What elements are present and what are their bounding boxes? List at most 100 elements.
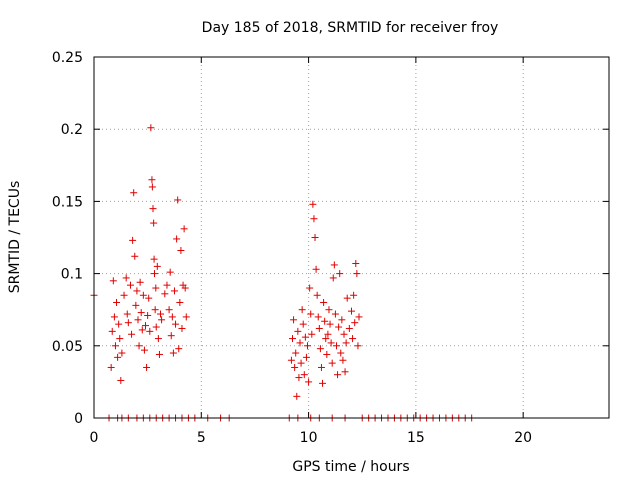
data-point [114,353,122,361]
data-point [307,310,315,318]
data-point [139,291,147,299]
x-axis-label: GPS time / hours [292,459,409,475]
y-tick-label: 0.15 [52,194,83,210]
data-point [291,363,299,371]
data-point [323,350,331,358]
data-point [181,284,189,292]
y-axis: 0 0.05 0.1 0.15 0.2 0.25 [52,50,609,427]
data-point [118,349,126,357]
data-point [335,323,343,331]
data-point [299,320,307,328]
data-point [151,270,159,278]
data-point [173,235,181,243]
data-point [313,291,321,299]
data-point [175,345,183,353]
data-point [117,376,125,384]
data-point [290,316,298,324]
data-point [176,298,184,306]
data-point [168,313,176,321]
data-point [152,323,160,331]
data-point [305,378,313,386]
data-point [340,330,348,338]
data-point [161,290,169,298]
data-point [345,324,353,332]
data-point [129,236,137,244]
data-point [314,313,322,321]
data-point [342,339,350,347]
data-point [154,335,162,343]
x-tick-label: 5 [197,430,206,446]
data-point [158,316,166,324]
data-point [177,246,185,254]
data-point [138,326,146,334]
data-point [136,278,144,286]
x-tick-label: 10 [300,430,318,446]
data-point [146,327,154,335]
data-point [330,261,338,269]
data-point [180,225,188,233]
y-tick-label: 0.2 [61,122,83,138]
data-point [113,298,121,306]
y-tick-label: 0.05 [52,339,83,355]
data-point [296,339,304,347]
data-point [167,332,175,340]
data-point [328,359,336,367]
data-point [150,219,158,227]
data-point [147,124,155,132]
data-point [131,252,139,260]
data-point [153,262,161,270]
data-point [165,306,173,314]
chart-title: Day 185 of 2018, SRMTID for receiver fro… [202,20,499,36]
data-point [349,335,357,343]
data-point [343,294,351,302]
data-point [148,176,156,184]
data-point [322,335,330,343]
data-point [292,349,300,357]
data-point [142,322,149,330]
data-point [128,330,136,338]
data-point [329,274,337,282]
data-point [155,350,163,358]
data-point [151,306,159,314]
data-point [108,327,116,335]
data-point [334,371,342,379]
data-point [115,320,123,328]
data-point [178,324,186,332]
data-point [355,313,363,321]
data-point [317,363,325,371]
data-point [302,353,310,361]
data-point [306,284,314,292]
data-point [351,319,359,327]
data-point [152,284,160,292]
plot-frame [93,56,610,419]
data-point [315,324,323,332]
data-point [134,316,142,324]
data-point [311,234,319,241]
data-point [337,349,345,357]
data-point [352,259,360,267]
data-point [304,342,312,350]
data-point [145,294,153,302]
data-point [324,330,332,338]
data-point [294,327,302,335]
y-tick-label: 0.1 [61,267,83,283]
data-point [116,335,124,343]
data-point [126,281,134,289]
data-point [163,281,171,289]
data-point [310,215,318,223]
data-point [319,379,327,387]
data-point [144,311,152,319]
data-point [124,319,132,327]
data-point [336,270,344,278]
data-point [182,313,190,321]
data-point [325,306,333,314]
data-point [293,392,301,400]
data-point [111,342,119,350]
data-point [354,342,362,350]
data-point [326,320,334,328]
data-point [133,287,141,295]
data-point [143,363,151,371]
data-point [321,317,329,325]
y-tick-label: 0.25 [52,50,83,66]
